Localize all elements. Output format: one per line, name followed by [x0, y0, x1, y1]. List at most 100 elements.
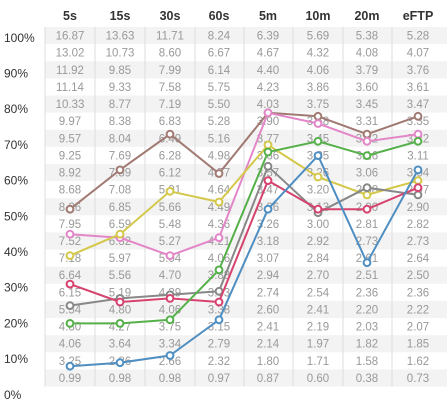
series-point — [115, 319, 125, 328]
column-header: 20m — [354, 9, 379, 23]
table-cell: 1.82 — [356, 339, 378, 351]
series-point — [362, 183, 372, 193]
series-point — [362, 129, 372, 139]
table-cell: 0.98 — [159, 373, 181, 385]
table-cell: 7.19 — [159, 99, 181, 111]
table-cell: 4.08 — [356, 48, 378, 60]
table-cell: 8.60 — [159, 48, 181, 60]
table-cell: 8.24 — [208, 31, 231, 43]
table-cell: 4.07 — [407, 48, 429, 60]
table-cell: 1.71 — [307, 356, 329, 368]
table-cell: 7.08 — [109, 185, 131, 197]
series-point — [362, 204, 372, 214]
series-point — [165, 351, 175, 360]
series-point — [413, 176, 423, 186]
table-cell: 5.97 — [109, 253, 131, 265]
series-point — [65, 229, 75, 239]
series-6 — [65, 136, 423, 328]
table-cell: 3.00 — [307, 219, 329, 231]
row-stripe — [45, 335, 447, 353]
series-lines — [65, 108, 423, 371]
series-point — [413, 190, 423, 200]
table-cell: 1.97 — [307, 339, 329, 351]
table-cell: 3.79 — [356, 65, 378, 77]
table-cell: 4.36 — [208, 219, 230, 231]
table-cell: 2.60 — [257, 304, 279, 316]
series-line — [69, 179, 419, 303]
series-point — [214, 233, 224, 243]
table-cell: 2.79 — [208, 339, 230, 351]
series-7 — [65, 151, 423, 371]
y-tick-label: 30% — [4, 281, 28, 295]
table-cell: 4.40 — [257, 65, 279, 77]
row-stripe — [45, 300, 447, 319]
table-cell: 2.94 — [257, 270, 280, 282]
table-cell: 5.38 — [356, 31, 378, 43]
table-cell: 5.28 — [208, 116, 230, 128]
series-line — [70, 140, 419, 325]
table-cell: 9.33 — [109, 82, 131, 94]
y-tick-label: 90% — [4, 67, 28, 81]
column-headers: 5s 15s 30s 60s 5m 10m 20m eFTP — [63, 9, 433, 23]
table-cell: 2.41 — [307, 304, 329, 316]
series-point — [413, 183, 423, 193]
series-point — [313, 172, 323, 182]
column-header: 30s — [160, 9, 181, 23]
table-cell: 11.92 — [56, 65, 84, 77]
table-cell: 3.34 — [159, 339, 182, 351]
table-cell: 0.98 — [109, 373, 131, 385]
table-cell: 1.80 — [257, 356, 279, 368]
y-tick-label: 80% — [4, 102, 28, 116]
table-cell: 2.32 — [208, 356, 230, 368]
series-point — [165, 186, 175, 196]
table-cell: 6.64 — [59, 270, 82, 282]
series-point — [165, 251, 175, 261]
table-cell: 9.85 — [109, 65, 131, 77]
table-cell: 3.06 — [356, 168, 378, 180]
table-cell: 6.67 — [208, 48, 230, 60]
table-cell: 1.58 — [356, 356, 378, 368]
series-point — [263, 161, 273, 171]
table-cell: 2.51 — [356, 270, 378, 282]
table-cell: 3.61 — [407, 82, 429, 94]
series-point — [214, 197, 224, 207]
series-point — [413, 165, 423, 175]
table-cell: 7.52 — [59, 236, 81, 248]
table-cell: 2.19 — [307, 322, 329, 334]
series-point — [263, 176, 273, 186]
table-cell: 6.59 — [109, 219, 131, 231]
table-cell: 2.73 — [356, 236, 378, 248]
table-cell: 2.70 — [307, 270, 329, 282]
series-point — [65, 361, 75, 371]
table-cell: 13.63 — [106, 31, 135, 43]
table-cell: 9.57 — [59, 133, 81, 145]
table-cell: 5.54 — [59, 304, 82, 316]
column-dividers — [44, 27, 393, 387]
table-cell: 5.27 — [159, 236, 181, 248]
table-cell: 0.97 — [208, 373, 230, 385]
table-cell: 8.38 — [109, 116, 131, 128]
table-cell: 5.66 — [159, 202, 181, 214]
series-point — [263, 147, 273, 157]
table-cell: 3.64 — [109, 339, 132, 351]
column-header: 15s — [110, 9, 131, 23]
table-cell: 10.33 — [56, 99, 85, 111]
row-stripe — [45, 61, 447, 79]
row-stripe — [45, 369, 447, 387]
table-cell: 5.56 — [109, 270, 131, 282]
series-point — [362, 136, 372, 146]
table-cell: 7.58 — [159, 82, 181, 94]
table-cell: 6.39 — [257, 31, 279, 43]
y-tick-label: 0% — [4, 388, 22, 402]
table-cell: 3.07 — [257, 253, 279, 265]
row-stripe — [45, 266, 447, 284]
table-cell: 0.99 — [59, 373, 81, 385]
table-cell: 3.31 — [356, 116, 378, 128]
series-line — [69, 165, 419, 307]
column-header: eFTP — [403, 9, 434, 23]
series-point — [65, 301, 75, 311]
table-cell: 10.73 — [106, 48, 135, 60]
table-cell: 4.49 — [208, 202, 230, 214]
table-cell: 6.14 — [208, 65, 231, 77]
